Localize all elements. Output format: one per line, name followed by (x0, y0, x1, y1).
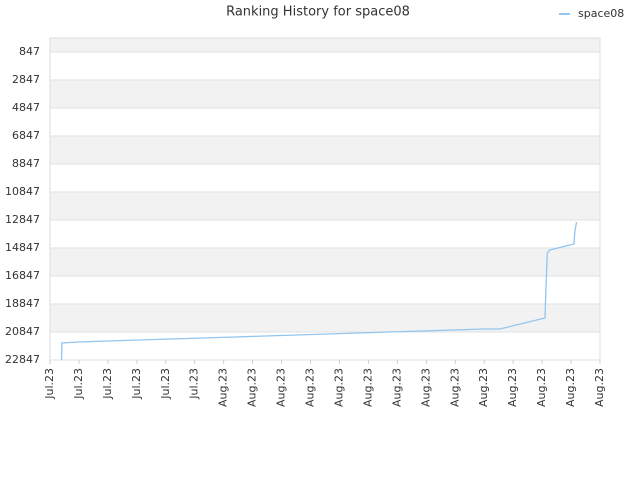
x-tick-label: Jul.23 (159, 368, 172, 400)
legend-label: space08 (578, 7, 624, 20)
x-tick-label: Jul.23 (188, 368, 201, 400)
x-tick-label: Aug.23 (506, 368, 519, 407)
y-tick-label: 20847 (5, 325, 40, 338)
y-tick-label: 14847 (5, 241, 40, 254)
y-tick-label: 847 (19, 45, 40, 58)
x-tick-label: Aug.23 (304, 368, 317, 407)
x-tick-label: Aug.23 (361, 368, 374, 407)
x-tick-label: Aug.23 (477, 368, 490, 407)
x-tick-label: Aug.23 (419, 368, 432, 407)
y-tick-label: 8847 (12, 157, 40, 170)
grid-band (50, 192, 600, 220)
y-tick-label: 6847 (12, 129, 40, 142)
x-tick-label: Aug.23 (246, 368, 259, 407)
y-tick-label: 2847 (12, 73, 40, 86)
x-tick-label: Jul.23 (101, 368, 114, 400)
x-tick-label: Aug.23 (275, 368, 288, 407)
x-tick-label: Jul.23 (130, 368, 143, 400)
y-tick-label: 12847 (5, 213, 40, 226)
y-tick-label: 16847 (5, 269, 40, 282)
x-tick-label: Aug.23 (564, 368, 577, 407)
x-tick-label: Jul.23 (72, 368, 85, 400)
y-tick-label: 4847 (12, 101, 40, 114)
grid-band (50, 38, 600, 52)
x-tick-label: Aug.23 (217, 368, 230, 407)
y-tick-label: 22847 (5, 353, 40, 366)
grid-band (50, 80, 600, 108)
chart-title: Ranking History for space08 (226, 5, 410, 20)
x-tick-label: Aug.23 (448, 368, 461, 407)
data-line (60, 221, 578, 361)
grid-band (50, 136, 600, 164)
x-tick-label: Aug.23 (593, 368, 606, 407)
grid-band (50, 248, 600, 276)
x-tick-label: Aug.23 (535, 368, 548, 407)
y-tick-label: 10847 (5, 185, 40, 198)
x-tick-label: Jul.23 (43, 368, 56, 400)
y-tick-label: 18847 (5, 297, 40, 310)
x-tick-label: Aug.23 (332, 368, 345, 407)
grid-band (50, 304, 600, 332)
x-tick-label: Aug.23 (390, 368, 403, 407)
